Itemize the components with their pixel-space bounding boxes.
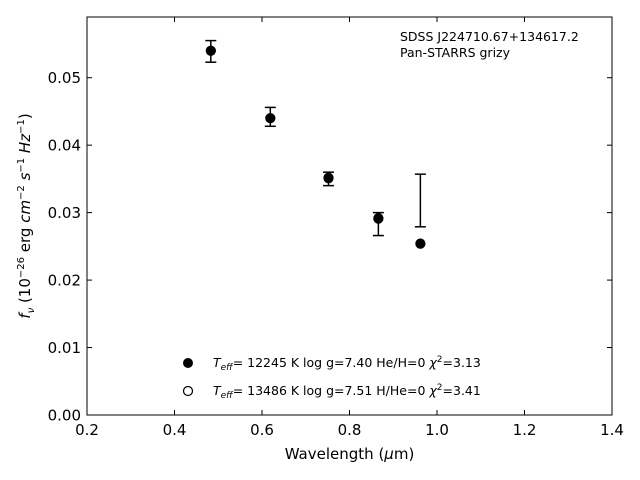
data-points [205,45,426,249]
x-tick-label: 0.2 [75,421,99,439]
axis-ticks: 0.2 0.4 0.6 0.8 1.0 1.2 1.4 0.00 0.01 0.02 0.03 0.0… [48,17,624,439]
legend: Teff= 12245 K log g=7.40 He/H=0 χ2=3.13 … [182,355,481,401]
x-tick-label: 1.2 [513,421,537,439]
y-tick-label: 0.01 [48,339,81,357]
y-tick-label: 0.02 [48,272,81,290]
x-tick-label: 0.6 [250,421,274,439]
y-tick-label: 0.04 [48,137,81,155]
model-point-filled [265,113,276,124]
legend-marker-filled [183,358,193,368]
legend-label-2: Teff= 13486 K log g=7.51 H/He=0 χ2=3.41 [213,383,481,401]
legend-marker-open [182,385,194,397]
x-tick-label: 0.4 [163,421,187,439]
y-tick-label: 0.03 [48,204,81,222]
model-point-filled [205,45,216,56]
x-tick-label: 0.8 [338,421,362,439]
x-axis-label: Wavelength (μm) [285,445,415,463]
legend-label-1: Teff= 12245 K log g=7.40 He/H=0 χ2=3.13 [213,355,481,373]
model-point-filled [323,172,334,183]
model-point-filled [373,213,384,224]
y-tick-label: 0.00 [48,407,81,425]
svg-text:fν (10−26 erg cm−2 s−1 Hz−1): fν (10−26 erg cm−2 s−1 Hz−1) [16,113,37,318]
x-tick-label: 1.4 [600,421,624,439]
error-bars [205,39,426,237]
model-point-filled [415,238,426,249]
annotation-line-2: Pan-STARRS grizy [400,45,511,60]
x-tick-label: 1.0 [425,421,449,439]
annotation-line-1: SDSS J224710.67+134617.2 [400,29,579,44]
y-axis-label: fν (10−26 erg cm−2 s−1 Hz−1) [16,113,37,318]
y-tick-label: 0.05 [48,69,81,87]
